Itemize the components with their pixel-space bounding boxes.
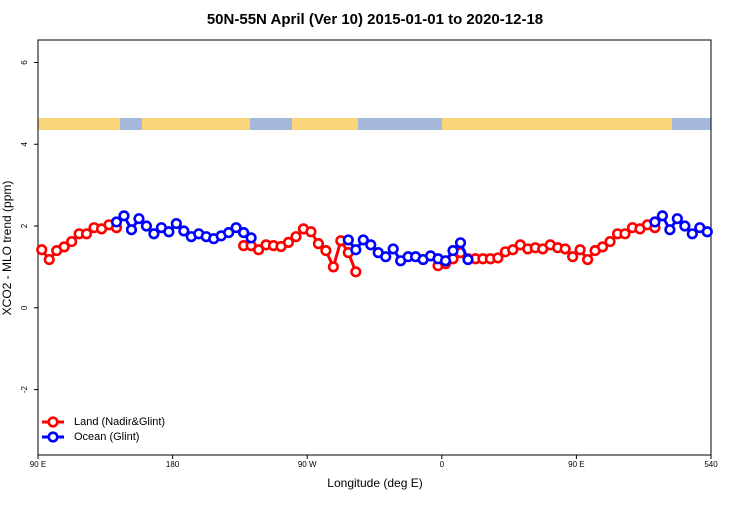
data-point (447, 244, 459, 257)
x-tick-label: 90 W (298, 460, 317, 469)
data-point (327, 261, 339, 273)
data-point (350, 244, 362, 256)
data-point (596, 241, 609, 253)
land-band (442, 118, 672, 130)
data-point (686, 228, 698, 240)
data-point (238, 226, 250, 239)
y-tick-label: 0 (20, 305, 29, 310)
y-tick-label: 6 (20, 60, 29, 65)
legend-marker (47, 431, 59, 443)
data-point (312, 238, 325, 250)
data-point (671, 213, 683, 225)
data-point (66, 235, 78, 248)
data-point (619, 228, 631, 240)
data-point (439, 255, 452, 267)
data-point (701, 226, 713, 238)
data-point (282, 236, 295, 248)
data-point (649, 216, 661, 228)
x-tick-label: 180 (166, 460, 180, 469)
data-point (357, 234, 369, 246)
data-point (454, 237, 467, 249)
data-point (81, 228, 93, 240)
data-point (492, 252, 504, 264)
data-point (58, 241, 70, 253)
y-axis-label: XCO2 - MLO trend (ppm) (0, 181, 14, 316)
land-band (142, 118, 250, 130)
data-point (582, 253, 594, 266)
data-point (679, 220, 691, 232)
data-point (245, 232, 257, 244)
data-point (350, 266, 362, 278)
data-point (574, 244, 586, 256)
map-band (38, 118, 711, 130)
data-point (305, 226, 317, 238)
x-axis-label: Longitude (deg E) (327, 476, 422, 490)
legend-marker (47, 416, 59, 428)
data-point (140, 220, 153, 232)
data-point (604, 235, 616, 248)
data-point (656, 210, 668, 222)
data-point (110, 216, 123, 228)
data-point (387, 243, 399, 255)
data-point (380, 251, 392, 263)
x-tick-label: 90 E (568, 460, 584, 469)
data-point (507, 244, 519, 256)
data-point (223, 226, 235, 239)
y-tick-label: 2 (20, 223, 29, 228)
y-tick-label: -2 (20, 385, 29, 393)
data-point (365, 239, 377, 251)
data-point (163, 226, 175, 238)
data-point (178, 225, 190, 237)
data-point (36, 244, 48, 256)
x-tick-label: 0 (440, 460, 445, 469)
data-point (290, 231, 302, 243)
data-point (125, 224, 138, 236)
data-point (664, 224, 676, 236)
chart-title: 50N-55N April (Ver 10) 2015-01-01 to 202… (207, 11, 543, 28)
data-point (118, 210, 130, 222)
land-band (292, 118, 358, 130)
data-point (252, 244, 265, 256)
data-point (43, 253, 55, 266)
x-tick-label: 540 (704, 460, 718, 469)
data-point (133, 213, 145, 225)
x-tick-label: 90 E (30, 460, 46, 469)
land-band (38, 118, 120, 130)
data-point (462, 253, 474, 266)
data-point (320, 244, 332, 257)
data-point (230, 222, 242, 234)
legend-label: Land (Nadir&Glint) (74, 416, 165, 428)
data-point (559, 243, 571, 255)
data-point (567, 251, 579, 263)
data-point (170, 217, 182, 230)
data-point (148, 228, 160, 240)
data-point (342, 234, 354, 246)
legend-label: Ocean (Glint) (74, 431, 139, 443)
y-tick-label: 4 (20, 141, 29, 146)
